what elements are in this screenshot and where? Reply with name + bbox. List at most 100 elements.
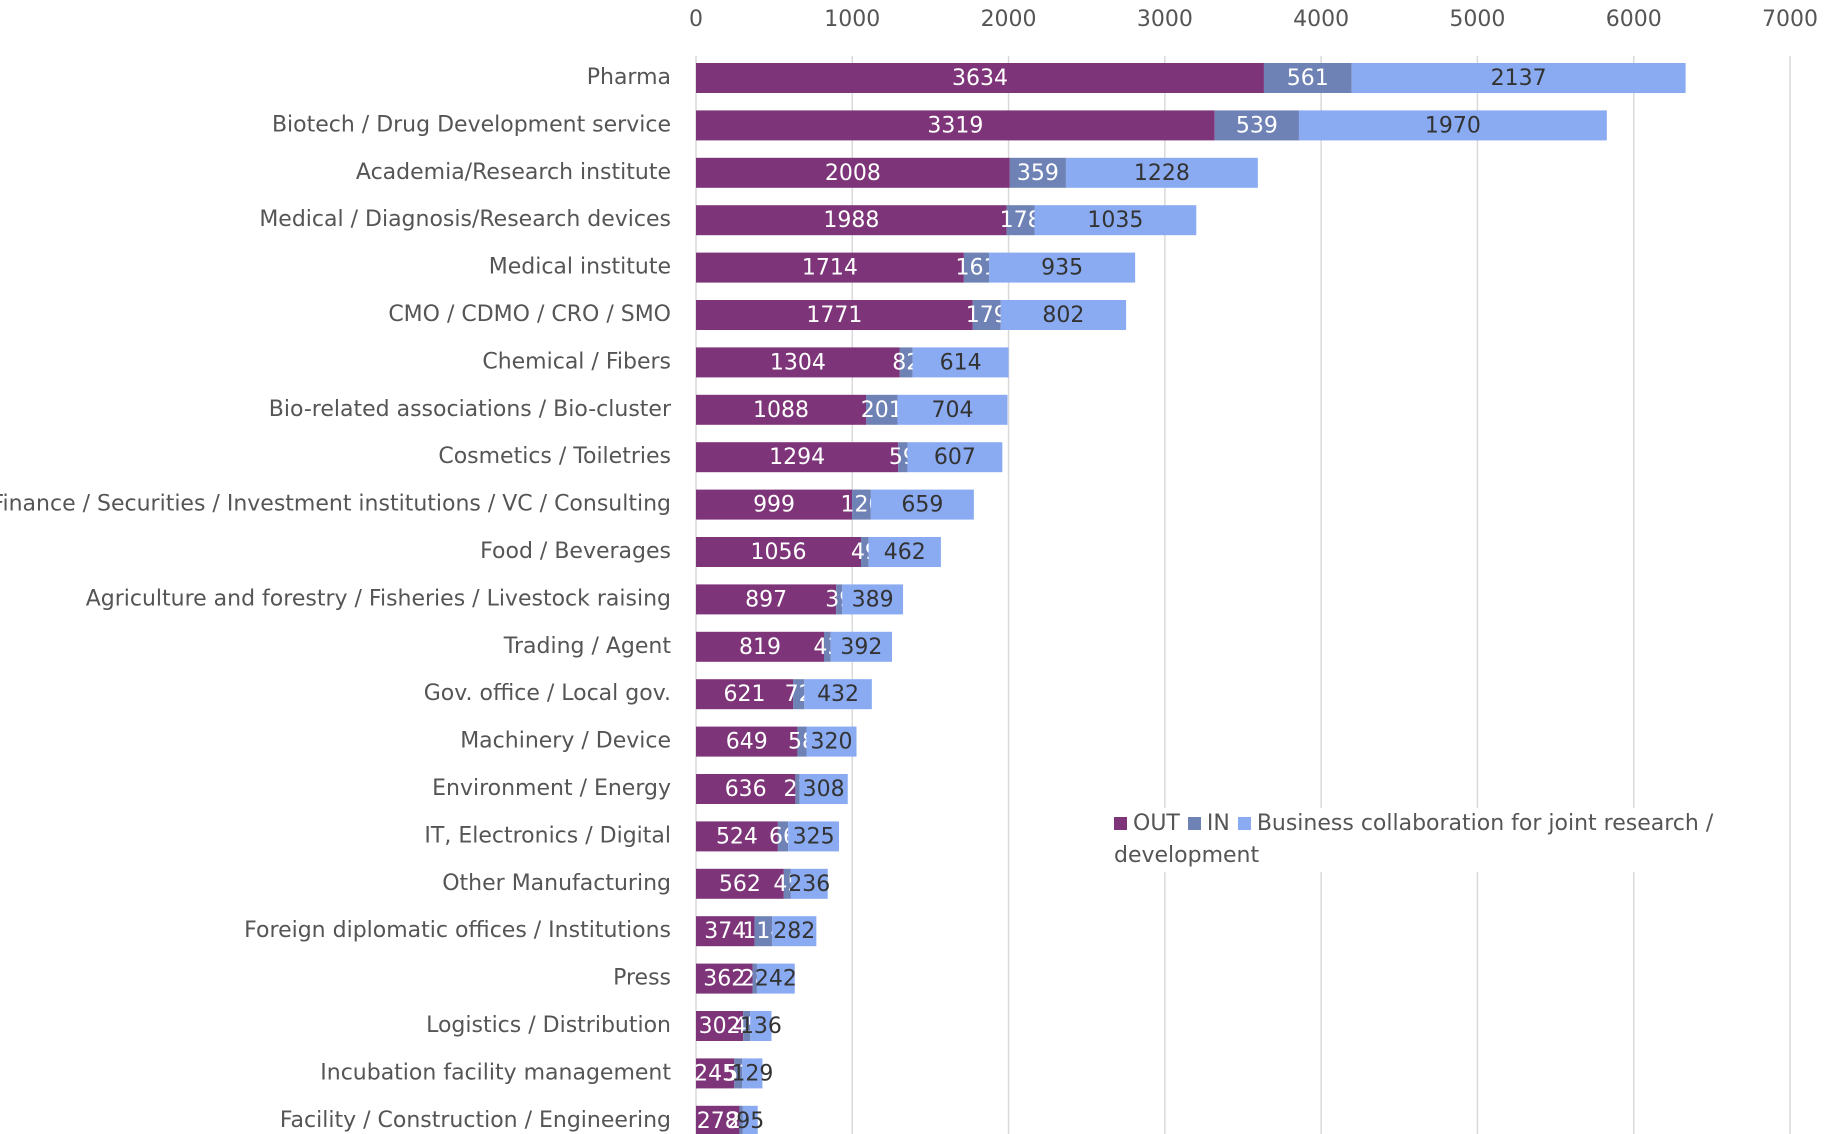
bar-segment xyxy=(1263,63,1352,93)
bar-segment xyxy=(836,584,843,615)
bar-segment xyxy=(742,1105,758,1134)
data-label: 1294 xyxy=(769,445,825,470)
bar-segment xyxy=(696,679,794,710)
data-label: 704 xyxy=(931,398,973,423)
data-label: 242 xyxy=(755,967,797,992)
bar-segment xyxy=(696,774,796,804)
y-tick-label: Gov. office / Local gov. xyxy=(424,681,671,706)
data-label: 659 xyxy=(901,493,943,518)
data-label: 1771 xyxy=(806,303,862,328)
y-tick-label: Academia/Research institute xyxy=(356,160,671,185)
bar-segment xyxy=(752,963,757,994)
y-tick-label: Foreign diplomatic offices / Institution… xyxy=(244,918,671,943)
y-tick-label: Other Manufacturing xyxy=(442,871,671,896)
data-label: 649 xyxy=(726,730,768,755)
legend: OUT IN Business collaboration for joint re… xyxy=(1110,808,1738,872)
data-label: 362 xyxy=(703,967,745,992)
legend-item: OUT xyxy=(1114,811,1180,836)
bar-segment xyxy=(842,584,904,615)
y-tick-label: Food / Beverages xyxy=(480,539,671,564)
data-label: 562 xyxy=(719,872,761,897)
bar-segment xyxy=(897,394,1008,425)
bar-segment xyxy=(1000,300,1127,330)
bar-segment xyxy=(754,916,773,947)
legend-item: IN xyxy=(1180,811,1230,836)
bar-segment xyxy=(898,442,908,473)
data-label: 897 xyxy=(745,587,787,612)
bar-segment xyxy=(696,442,899,473)
bar-segment xyxy=(696,110,1215,141)
bar-segment xyxy=(696,631,824,662)
bar-segment xyxy=(1034,205,1197,236)
bar-segment xyxy=(823,631,831,662)
y-tick-label: Medical institute xyxy=(489,255,671,280)
bar-segment xyxy=(750,1011,772,1041)
x-tick-label: 1000 xyxy=(824,7,880,32)
data-label: 236 xyxy=(788,872,830,897)
bar-segment xyxy=(696,726,798,757)
bar-segment xyxy=(696,963,753,994)
y-tick-label: Logistics / Distribution xyxy=(426,1013,671,1038)
bar-segment xyxy=(756,963,795,994)
bar-segment xyxy=(899,347,913,378)
y-tick-label: CMO / CDMO / CRO / SMO xyxy=(388,302,671,327)
y-tick-label: IT, Electronics / Digital xyxy=(424,823,671,848)
y-tick-label: Facility / Construction / Engineering xyxy=(280,1108,671,1133)
y-tick-label: Press xyxy=(613,966,671,991)
data-label: 1714 xyxy=(802,256,858,281)
bar-segment xyxy=(972,300,1001,330)
data-label: 1056 xyxy=(751,540,807,565)
bar-segment xyxy=(696,916,755,947)
legend-label: IN xyxy=(1206,811,1230,836)
bar-segment xyxy=(861,537,869,567)
y-tick-label: Biotech / Drug Development service xyxy=(272,112,671,137)
data-label: 1088 xyxy=(753,398,809,423)
bar-segment xyxy=(868,537,941,567)
y-tick-label: Cosmetics / Toiletries xyxy=(438,444,671,469)
data-label: 2008 xyxy=(825,161,881,186)
legend-swatch xyxy=(1114,817,1127,830)
data-label: 1988 xyxy=(823,208,879,233)
bar-segment xyxy=(696,1058,735,1089)
y-tick-label: Chemical / Fibers xyxy=(482,349,671,374)
data-label: 3634 xyxy=(952,66,1008,91)
bar-segment xyxy=(795,774,800,804)
data-label: 539 xyxy=(1236,113,1278,138)
x-tick-label: 7000 xyxy=(1762,7,1818,32)
bar-segment xyxy=(1006,205,1035,236)
data-label: 201 xyxy=(861,398,903,423)
data-label: 1970 xyxy=(1425,113,1481,138)
data-label: 999 xyxy=(753,493,795,518)
y-tick-label: Medical / Diagnosis/Research devices xyxy=(259,207,671,232)
data-label: 245 xyxy=(694,1061,736,1086)
bar-segment xyxy=(799,774,848,804)
bar-segment xyxy=(797,726,807,757)
data-label: 432 xyxy=(817,682,859,707)
bar-segment xyxy=(696,394,867,425)
data-label: 359 xyxy=(1017,161,1059,186)
bar-segment xyxy=(742,1058,763,1089)
bar-segment xyxy=(772,916,817,947)
y-tick-label: Trading / Agent xyxy=(503,634,672,659)
bar-segment xyxy=(1298,110,1607,141)
bar-segment xyxy=(1351,63,1686,93)
data-label: 374 xyxy=(704,919,746,944)
bar-segment xyxy=(1009,157,1066,188)
bar-segment xyxy=(696,821,778,852)
x-tick-label: 6000 xyxy=(1606,7,1662,32)
legend-swatch xyxy=(1237,817,1251,830)
data-label: 1304 xyxy=(770,350,826,375)
bar-segment xyxy=(696,63,1264,93)
bar-segment xyxy=(696,537,862,567)
bar-segment xyxy=(804,679,872,710)
data-label: 282 xyxy=(773,919,815,944)
bar-segment xyxy=(734,1058,743,1089)
legend-item: Business collaboration for joint researc… xyxy=(1114,811,1713,868)
data-label: 802 xyxy=(1042,303,1084,328)
bar-segment xyxy=(907,442,1003,473)
bar-segment xyxy=(852,489,871,520)
bar-segment xyxy=(783,868,791,899)
bar-segment xyxy=(696,868,784,899)
